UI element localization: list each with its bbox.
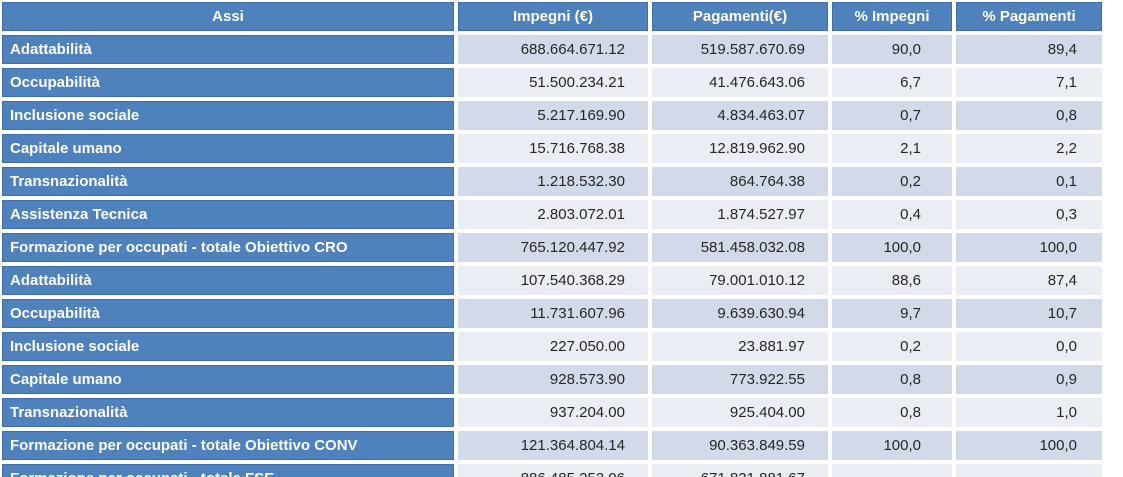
row-label: Capitale umano (2, 134, 454, 163)
pct-impegni-value: 0,4 (832, 200, 952, 229)
pct-impegni-value: 0,8 (832, 398, 952, 427)
impegni-value: 688.664.671.12 (458, 35, 648, 64)
impegni-value: 937.204.00 (458, 398, 648, 427)
table-row: Occupabilità 11.731.607.96 9.639.630.94 … (2, 299, 1102, 328)
pct-pagamenti-value: 0,3 (956, 200, 1102, 229)
pct-impegni-value: 100,0 (832, 431, 952, 460)
pagamenti-value: 9.639.630.94 (652, 299, 828, 328)
impegni-value: 227.050.00 (458, 332, 648, 361)
pagamenti-value: 519.587.670.69 (652, 35, 828, 64)
pct-pagamenti-value (956, 464, 1102, 477)
table-row: Inclusione sociale 227.050.00 23.881.97 … (2, 332, 1102, 361)
pct-impegni-value: 6,7 (832, 68, 952, 97)
pct-pagamenti-value: 0,9 (956, 365, 1102, 394)
pagamenti-value: 773.922.55 (652, 365, 828, 394)
pct-pagamenti-value: 10,7 (956, 299, 1102, 328)
table-row: Transnazionalità 1.218.532.30 864.764.38… (2, 167, 1102, 196)
table-row: Inclusione sociale 5.217.169.90 4.834.46… (2, 101, 1102, 130)
pct-pagamenti-value: 0,1 (956, 167, 1102, 196)
table-row: Assistenza Tecnica 2.803.072.01 1.874.52… (2, 200, 1102, 229)
pct-pagamenti-value: 1,0 (956, 398, 1102, 427)
column-header-pct-pagamenti: % Pagamenti (956, 2, 1102, 31)
pagamenti-value: 1.874.527.97 (652, 200, 828, 229)
impegni-value: 1.218.532.30 (458, 167, 648, 196)
impegni-value: 886.485.252.06 (458, 464, 648, 477)
table-body: Adattabilità 688.664.671.12 519.587.670.… (2, 35, 1102, 477)
column-header-impegni: Impegni (€) (458, 2, 648, 31)
pagamenti-value: 581.458.032.08 (652, 233, 828, 262)
row-label: Transnazionalità (2, 398, 454, 427)
impegni-value: 5.217.169.90 (458, 101, 648, 130)
pct-impegni-value: 90,0 (832, 35, 952, 64)
pct-pagamenti-value: 2,2 (956, 134, 1102, 163)
impegni-value: 2.803.072.01 (458, 200, 648, 229)
pct-impegni-value: 0,2 (832, 167, 952, 196)
row-label: Adattabilità (2, 35, 454, 64)
impegni-value: 51.500.234.21 (458, 68, 648, 97)
row-label: Inclusione sociale (2, 332, 454, 361)
column-header-pagamenti: Pagamenti(€) (652, 2, 828, 31)
pagamenti-value: 90.363.849.59 (652, 431, 828, 460)
table-row: Transnazionalità 937.204.00 925.404.00 0… (2, 398, 1102, 427)
row-label: Transnazionalità (2, 167, 454, 196)
pct-impegni-value: 100,0 (832, 233, 952, 262)
impegni-value: 928.573.90 (458, 365, 648, 394)
pagamenti-value: 671.821.881.67 (652, 464, 828, 477)
pct-impegni-value: 9,7 (832, 299, 952, 328)
table-row: Occupabilità 51.500.234.21 41.476.643.06… (2, 68, 1102, 97)
table-row: Formazione per occupati - totale Obietti… (2, 233, 1102, 262)
impegni-value: 121.364.804.14 (458, 431, 648, 460)
column-header-assi: Assi (2, 2, 454, 31)
pct-pagamenti-value: 87,4 (956, 266, 1102, 295)
row-label: Occupabilità (2, 299, 454, 328)
table-row: Adattabilità 688.664.671.12 519.587.670.… (2, 35, 1102, 64)
pagamenti-value: 12.819.962.90 (652, 134, 828, 163)
row-label: Formazione per occupati - totale Obietti… (2, 233, 454, 262)
pct-impegni-value (832, 464, 952, 477)
table-row: Capitale umano 15.716.768.38 12.819.962.… (2, 134, 1102, 163)
table-row: Formazione per occupati - totale FSE 886… (2, 464, 1102, 477)
impegni-value: 107.540.368.29 (458, 266, 648, 295)
pct-pagamenti-value: 89,4 (956, 35, 1102, 64)
header-row: Assi Impegni (€) Pagamenti(€) % Impegni … (2, 2, 1102, 31)
pct-impegni-value: 88,6 (832, 266, 952, 295)
pct-pagamenti-value: 0,8 (956, 101, 1102, 130)
impegni-value: 15.716.768.38 (458, 134, 648, 163)
row-label: Formazione per occupati - totale Obietti… (2, 431, 454, 460)
pct-pagamenti-value: 100,0 (956, 233, 1102, 262)
impegni-value: 765.120.447.92 (458, 233, 648, 262)
pagamenti-value: 79.001.010.12 (652, 266, 828, 295)
table-row: Capitale umano 928.573.90 773.922.55 0,8… (2, 365, 1102, 394)
pct-impegni-value: 0,2 (832, 332, 952, 361)
row-label: Inclusione sociale (2, 101, 454, 130)
pct-impegni-value: 2,1 (832, 134, 952, 163)
pct-pagamenti-value: 100,0 (956, 431, 1102, 460)
row-label: Adattabilità (2, 266, 454, 295)
impegni-value: 11.731.607.96 (458, 299, 648, 328)
pagamenti-value: 864.764.38 (652, 167, 828, 196)
table-row: Formazione per occupati - totale Obietti… (2, 431, 1102, 460)
pagamenti-value: 23.881.97 (652, 332, 828, 361)
row-label: Formazione per occupati - totale FSE (2, 464, 454, 477)
pagamenti-value: 4.834.463.07 (652, 101, 828, 130)
column-header-pct-impegni: % Impegni (832, 2, 952, 31)
pct-pagamenti-value: 0,0 (956, 332, 1102, 361)
pct-impegni-value: 0,7 (832, 101, 952, 130)
pagamenti-value: 925.404.00 (652, 398, 828, 427)
pct-impegni-value: 0,8 (832, 365, 952, 394)
pct-pagamenti-value: 7,1 (956, 68, 1102, 97)
row-label: Capitale umano (2, 365, 454, 394)
pagamenti-value: 41.476.643.06 (652, 68, 828, 97)
row-label: Occupabilità (2, 68, 454, 97)
row-label: Assistenza Tecnica (2, 200, 454, 229)
table-row: Adattabilità 107.540.368.29 79.001.010.1… (2, 266, 1102, 295)
